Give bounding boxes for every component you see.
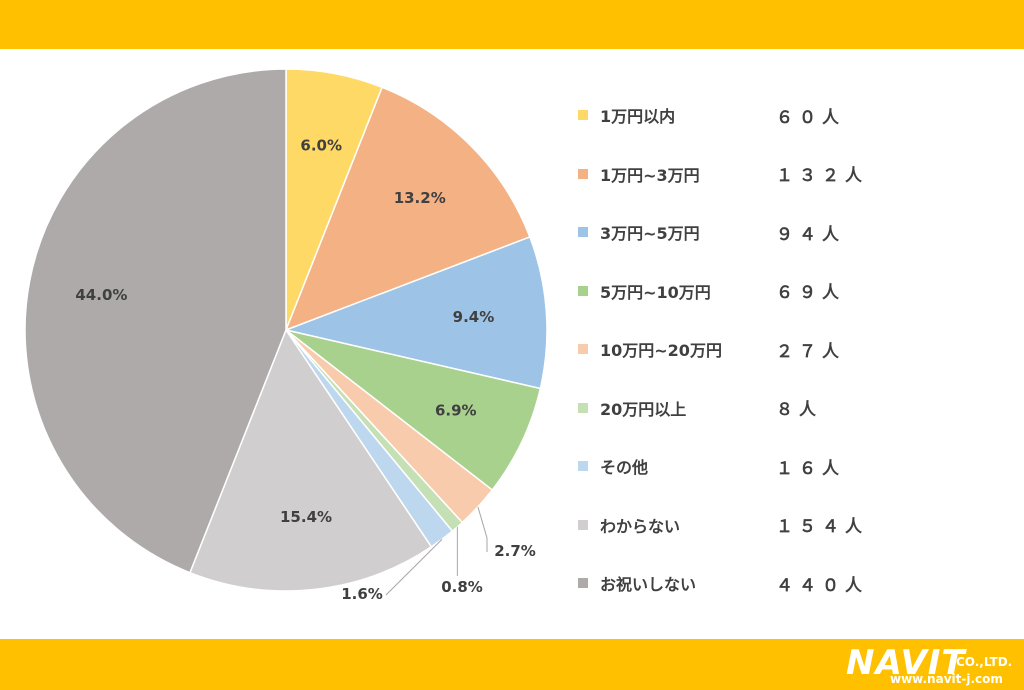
legend-count: ６０人 bbox=[776, 107, 845, 128]
legend-swatch bbox=[578, 110, 588, 120]
company-logo: NAVIT CO.,LTD. www.navit-j.com bbox=[846, 643, 1018, 687]
legend-label: お祝いしない bbox=[600, 575, 697, 594]
logo-wordmark: NAVIT bbox=[846, 643, 966, 683]
data-label-4: 2.7% bbox=[494, 542, 536, 560]
legend-item-0: 1万円以内 ６０人 bbox=[578, 100, 845, 130]
legend-count: １３２人 bbox=[776, 166, 868, 186]
legend-label: 1万円以内 bbox=[600, 107, 676, 126]
legend-label: わからない bbox=[600, 516, 681, 536]
legend-item-7: わからない １５４人 bbox=[578, 510, 868, 540]
legend-count: １５４人 bbox=[776, 517, 868, 537]
legend-swatch bbox=[578, 285, 588, 296]
legend-swatch bbox=[578, 461, 588, 471]
legend-count: ９４人 bbox=[776, 224, 845, 245]
data-label-6: 1.6% bbox=[341, 585, 383, 603]
legend-item-3: 5万円~10万円 ６９人 bbox=[578, 276, 845, 306]
legend-item-4: 10万円~20万円 ２７人 bbox=[578, 334, 845, 364]
legend-label: 5万円~10万円 bbox=[600, 282, 711, 302]
legend-label: その他 bbox=[600, 458, 649, 477]
legend-swatch bbox=[578, 578, 588, 588]
legend-count: ６９人 bbox=[776, 283, 845, 303]
legend-item-6: その他 １６人 bbox=[578, 451, 845, 481]
pie-slice-8 bbox=[24, 68, 287, 574]
legend-swatch bbox=[578, 402, 588, 413]
legend-item-2: 3万円~5万円 ９４人 bbox=[578, 217, 845, 247]
legend-swatch bbox=[578, 168, 588, 179]
legend-label: 10万円~20万円 bbox=[600, 341, 722, 360]
legend-swatch bbox=[578, 344, 588, 354]
legend-count: ２７人 bbox=[776, 341, 845, 362]
legend-label: 1万円~3万円 bbox=[600, 165, 700, 185]
logo-suffix: CO.,LTD. bbox=[956, 655, 1013, 669]
legend-label: 3万円~5万円 bbox=[600, 224, 700, 243]
legend-count: ４４０人 bbox=[776, 575, 868, 596]
data-label-3: 6.9% bbox=[435, 402, 477, 420]
logo-url: www.navit-j.com bbox=[890, 672, 1003, 686]
legend-item-1: 1万円~3万円 １３２人 bbox=[578, 159, 868, 189]
legend-count: ８人 bbox=[776, 400, 822, 420]
legend-swatch bbox=[578, 519, 588, 530]
data-label-1: 13.2% bbox=[394, 189, 446, 207]
label-leader-lines bbox=[385, 506, 488, 596]
legend-swatch bbox=[578, 227, 588, 237]
pie-slice-1 bbox=[284, 86, 531, 332]
pie-slice-7 bbox=[188, 328, 433, 592]
legend-item-8: お祝いしない ４４０人 bbox=[578, 568, 868, 598]
data-label-8: 44.0% bbox=[75, 286, 127, 304]
data-label-2: 9.4% bbox=[453, 308, 495, 326]
top-banner bbox=[0, 0, 1024, 49]
pie-slice-2 bbox=[283, 236, 548, 390]
leader-line-4 bbox=[477, 506, 488, 552]
legend-count: １６人 bbox=[776, 458, 845, 479]
pie-slice-3 bbox=[285, 329, 542, 492]
bottom-banner bbox=[0, 639, 1024, 690]
data-label-0: 6.0% bbox=[300, 136, 342, 154]
data-label-7: 15.4% bbox=[280, 508, 332, 526]
legend-item-5: 20万円以上 ８人 bbox=[578, 393, 822, 423]
data-labels: 6.0% 13.2% 9.4% 6.9% 2.7% 0.8% 1.6% 15.4% 44.0% bbox=[75, 136, 535, 603]
pie-slices bbox=[24, 68, 548, 592]
legend-label: 20万円以上 bbox=[600, 399, 687, 419]
data-label-5: 0.8% bbox=[441, 578, 483, 596]
leader-line-6 bbox=[385, 538, 443, 596]
